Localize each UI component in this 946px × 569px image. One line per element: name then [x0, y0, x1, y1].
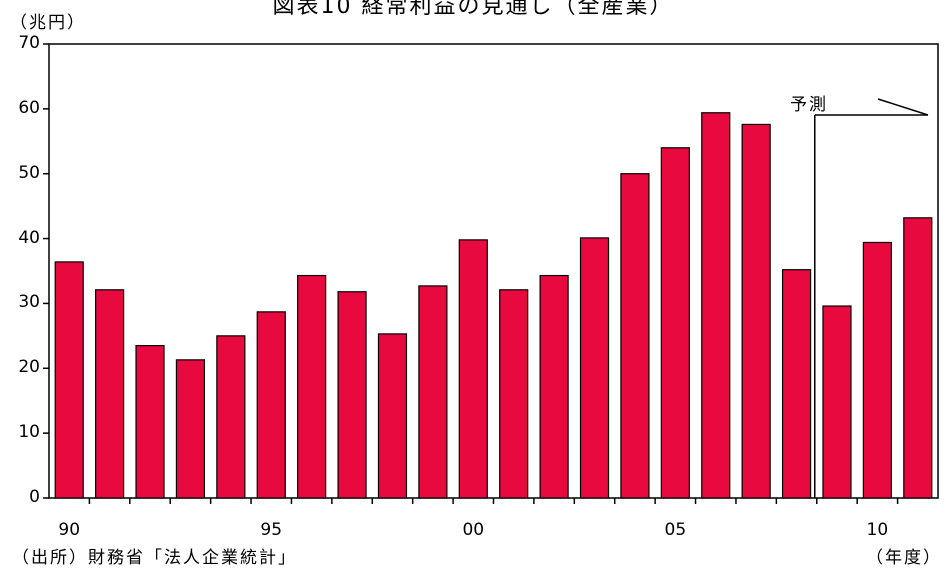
bar-2003	[579, 237, 610, 499]
bar-2009	[822, 305, 852, 499]
bar-1995	[256, 311, 286, 499]
y-tick-label: 30	[18, 292, 40, 313]
y-axis-unit-label: （兆円）	[10, 13, 86, 33]
chart-title: 図表10 経常利益の見通し（全産業）	[272, 0, 674, 19]
bar-2001	[499, 289, 529, 499]
bar-1994	[216, 335, 246, 499]
y-tick-label: 60	[18, 97, 40, 118]
bar-1990	[54, 261, 84, 499]
y-tick-label: 10	[18, 422, 40, 443]
forecast-label: 予測	[790, 95, 828, 115]
bar-2010	[862, 241, 892, 499]
bar-2004	[620, 173, 650, 499]
bar-1996	[297, 274, 327, 499]
bar-1998	[377, 333, 408, 499]
bar-1991	[95, 289, 125, 499]
bar-2011	[903, 217, 933, 499]
x-tick-label: 10	[866, 520, 889, 540]
x-tick-label: 90	[58, 520, 81, 540]
x-tick-label: 00	[462, 520, 485, 540]
forecast-arrow-line	[877, 98, 929, 116]
y-tick-label: 70	[18, 33, 40, 53]
bar-1999	[418, 285, 448, 499]
y-tick-label: 20	[18, 357, 40, 378]
bar-1992	[135, 344, 165, 499]
y-tick-label: 0	[29, 487, 40, 507]
bar-1993	[175, 359, 206, 499]
bar-2007	[741, 123, 771, 499]
bar-2006	[701, 112, 731, 499]
x-tick-label: 05	[664, 520, 687, 540]
y-tick-label: 40	[18, 227, 40, 248]
bar-2005	[660, 147, 690, 499]
x-tick-label: 95	[260, 520, 283, 540]
bar-1997	[337, 291, 367, 499]
bar-2008	[781, 269, 812, 499]
bar-2002	[539, 274, 569, 499]
bar-2000	[458, 239, 488, 499]
x-axis-unit-label: （年度）	[866, 548, 942, 568]
source-note: （出所）財務省「法人企業統計」	[12, 548, 297, 568]
y-tick-label: 50	[18, 162, 40, 183]
